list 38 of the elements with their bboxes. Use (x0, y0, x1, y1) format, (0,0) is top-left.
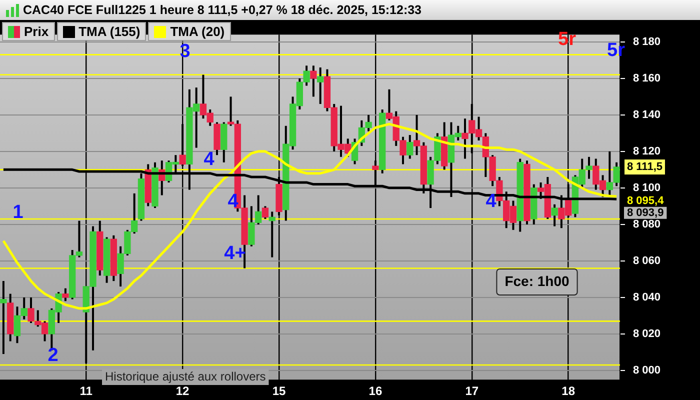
text: 8 111,5 (627, 160, 662, 173)
x-tick-label: 11 (80, 384, 93, 398)
x-tick-label: 18 (562, 384, 576, 398)
candlestick (268, 210, 276, 258)
annotation: 4 (204, 149, 215, 170)
candlestick (0, 280, 7, 356)
y-tick-label: 8 120 (633, 145, 661, 158)
y-tick-label: 8 040 (633, 291, 661, 304)
candlestick (62, 287, 69, 302)
y-tick-label: 8 100 (633, 182, 661, 194)
x-tick-label: 12 (176, 384, 190, 398)
x-tick-label: 15 (272, 384, 286, 398)
candlestick (310, 64, 317, 98)
y-tick-label: 8 020 (633, 328, 661, 340)
y-tick-label: 8 000 (633, 364, 661, 377)
y-tick-label: 8 140 (633, 108, 661, 121)
legend-label: TMA (155) (78, 24, 140, 39)
x-tick-label: 16 (368, 384, 382, 398)
candlestick (262, 205, 269, 220)
annotation: 4 (486, 191, 497, 212)
annotation: 1 (12, 202, 24, 224)
annotation: Fce: 1h00 (504, 272, 570, 289)
annotation: Historique ajusté aux rollovers (105, 369, 266, 384)
text: 8 093,9 (627, 206, 664, 219)
y-tick-label: 8 180 (633, 36, 661, 48)
legend-label: Prix (24, 24, 49, 39)
legend-label: TMA (20) (170, 24, 225, 39)
y-tick-label: 8 160 (633, 72, 661, 84)
annotation: 5r (558, 29, 577, 50)
candlestick (406, 134, 414, 160)
chart-title: CAC40 FCE Full1225 1 heure 8 111,5 +0,27 % 18 déc. 2025, 15:12:33 (23, 3, 422, 17)
text: 8 095,4 (627, 194, 665, 207)
candlestick (317, 66, 324, 105)
y-tick-label: 8 080 (633, 218, 661, 230)
candlestick (551, 203, 558, 228)
annotation: 2 (48, 345, 58, 366)
x-tick-label: 17 (465, 384, 479, 398)
y-tick-label: 8 060 (633, 254, 661, 267)
